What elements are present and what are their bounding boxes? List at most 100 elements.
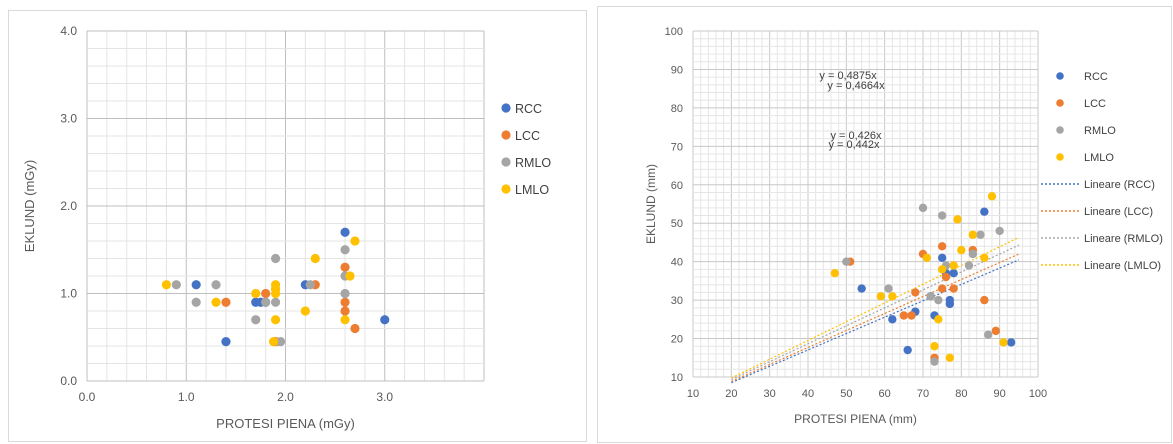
- data-point-lmlo: [876, 292, 886, 301]
- y-tick-label: 1.0: [60, 287, 77, 301]
- y-tick-label: 60: [671, 180, 683, 192]
- data-point-lmlo: [937, 265, 947, 274]
- y-tick-label: 70: [671, 141, 683, 153]
- data-point-rcc: [380, 315, 390, 325]
- x-axis-label: PROTESI PIENA (mGy): [216, 416, 355, 431]
- data-point-lmlo: [957, 245, 966, 255]
- data-point-lmlo: [268, 337, 279, 347]
- legend-marker-lmlo: [1056, 153, 1064, 161]
- y-tick-label: 80: [671, 103, 683, 115]
- data-point-lmlo: [980, 253, 989, 263]
- data-point-lmlo: [934, 315, 943, 324]
- y-tick-label: 2.0: [60, 199, 77, 213]
- data-point-lcc: [340, 297, 350, 307]
- data-point-rmlo: [270, 253, 281, 264]
- data-point-lmlo: [310, 253, 320, 264]
- data-point-rmlo: [340, 245, 350, 255]
- data-point-lmlo: [251, 288, 261, 299]
- trendline-lcc: [731, 253, 1020, 383]
- legend-marker-rmlo: [1056, 126, 1064, 134]
- trendline-lmlo: [731, 236, 1020, 379]
- data-point-rmlo: [926, 292, 935, 301]
- data-point-lmlo: [270, 288, 281, 299]
- data-point-rmlo: [191, 297, 201, 307]
- data-point-rcc: [857, 284, 866, 293]
- trendline-equation: y = 0,4875x: [819, 70, 877, 82]
- trendline-equation: y = 0,426x: [830, 130, 882, 142]
- left-scatter-chart: 0.0 1.0 2.0 3.0 0.0 1.0 2.0 3.0 4.0 PROTESI PIENA…: [22, 24, 551, 431]
- data-point-rmlo: [918, 203, 928, 213]
- x-axis-label: PROTESI PIENA (mm): [794, 412, 917, 426]
- data-point-lcc: [941, 272, 951, 282]
- data-point-rmlo: [976, 230, 985, 239]
- data-point-lmlo: [922, 253, 932, 263]
- trendline-rmlo: [731, 244, 1020, 381]
- legend-marker-lmlo: [501, 184, 511, 194]
- data-point-rcc: [945, 299, 955, 309]
- data-point-lmlo: [830, 269, 840, 278]
- y-tick-label: 20: [671, 334, 683, 346]
- data-point-rmlo: [884, 284, 893, 293]
- data-point-lmlo: [300, 306, 310, 316]
- data-point-lmlo: [930, 342, 939, 351]
- y-tick-label: 10: [671, 372, 683, 384]
- legend-trendline-label: Lineare (RCC): [1084, 179, 1155, 191]
- x-tick-label: 10: [687, 388, 699, 400]
- y-tick-label: 40: [671, 257, 683, 269]
- data-point-lcc: [350, 323, 360, 334]
- data-point-rmlo: [934, 295, 943, 305]
- data-point-rcc: [191, 280, 201, 290]
- data-point-lcc: [991, 326, 1001, 336]
- legend-label-rcc: RCC: [1084, 71, 1108, 83]
- y-tick-label: 4.0: [60, 24, 77, 38]
- legend-label-rmlo: RMLO: [1084, 125, 1116, 137]
- data-point-rcc: [888, 315, 897, 324]
- trendline-equation: y = 0,442x: [828, 139, 880, 151]
- x-tick-label: 90: [994, 388, 1006, 400]
- data-point-rmlo: [968, 249, 978, 259]
- data-point-lcc: [221, 297, 231, 307]
- y-tick-label: 3.0: [60, 112, 77, 126]
- data-point-rcc: [340, 227, 350, 237]
- data-point-lmlo: [161, 280, 171, 290]
- legend-label-lcc: LCC: [1084, 98, 1106, 110]
- data-point-lmlo: [999, 338, 1008, 347]
- data-point-rmlo: [305, 280, 315, 290]
- x-tick-label: 20: [725, 388, 737, 400]
- data-point-lmlo: [968, 230, 978, 239]
- data-point-lcc: [261, 288, 271, 299]
- data-point-rmlo: [842, 257, 851, 266]
- data-point-lmlo: [888, 292, 897, 301]
- legend-label-lcc: LCC: [515, 129, 540, 143]
- legend-marker-lcc: [501, 130, 511, 140]
- x-tick-label: 50: [840, 388, 852, 400]
- left-chart-panel: 0.0 1.0 2.0 3.0 0.0 1.0 2.0 3.0 4.0 PROTESI PIENA…: [8, 10, 587, 442]
- data-point-rcc: [949, 269, 958, 278]
- trendline-equation: y = 0,4664x: [827, 80, 885, 92]
- data-point-rmlo: [340, 288, 350, 299]
- data-point-rmlo: [270, 297, 281, 307]
- data-point-lcc: [911, 288, 920, 297]
- data-point-rcc: [980, 207, 989, 216]
- data-point-rmlo: [171, 280, 181, 290]
- y-tick-label: 0.0: [60, 374, 77, 388]
- data-point-lmlo: [953, 215, 962, 224]
- data-point-lmlo: [340, 315, 350, 325]
- data-point-lcc: [899, 311, 909, 320]
- right-scatter-chart: 10 20 30 40 50 60 70 80 90 100 10 20 30 40 50 60 70 80 90 1…: [644, 26, 1163, 426]
- y-axis-label: EKLUND (mm): [644, 164, 658, 244]
- data-point-lmlo: [211, 297, 221, 307]
- data-point-lcc: [907, 311, 916, 320]
- x-tick-label: 1.0: [178, 390, 195, 404]
- data-point-lmlo: [350, 236, 360, 246]
- data-point-lmlo: [270, 315, 281, 325]
- data-point-rcc: [903, 345, 912, 355]
- x-tick-label: 30: [764, 388, 776, 400]
- data-point-rmlo: [930, 357, 939, 366]
- data-point-rmlo: [261, 297, 271, 307]
- x-tick-label: 0.0: [79, 390, 96, 404]
- y-tick-label: 90: [671, 64, 683, 76]
- data-point-rcc: [1006, 338, 1016, 347]
- y-axis-label: EKLUND (mGy): [22, 160, 37, 252]
- data-point-rcc: [937, 253, 947, 263]
